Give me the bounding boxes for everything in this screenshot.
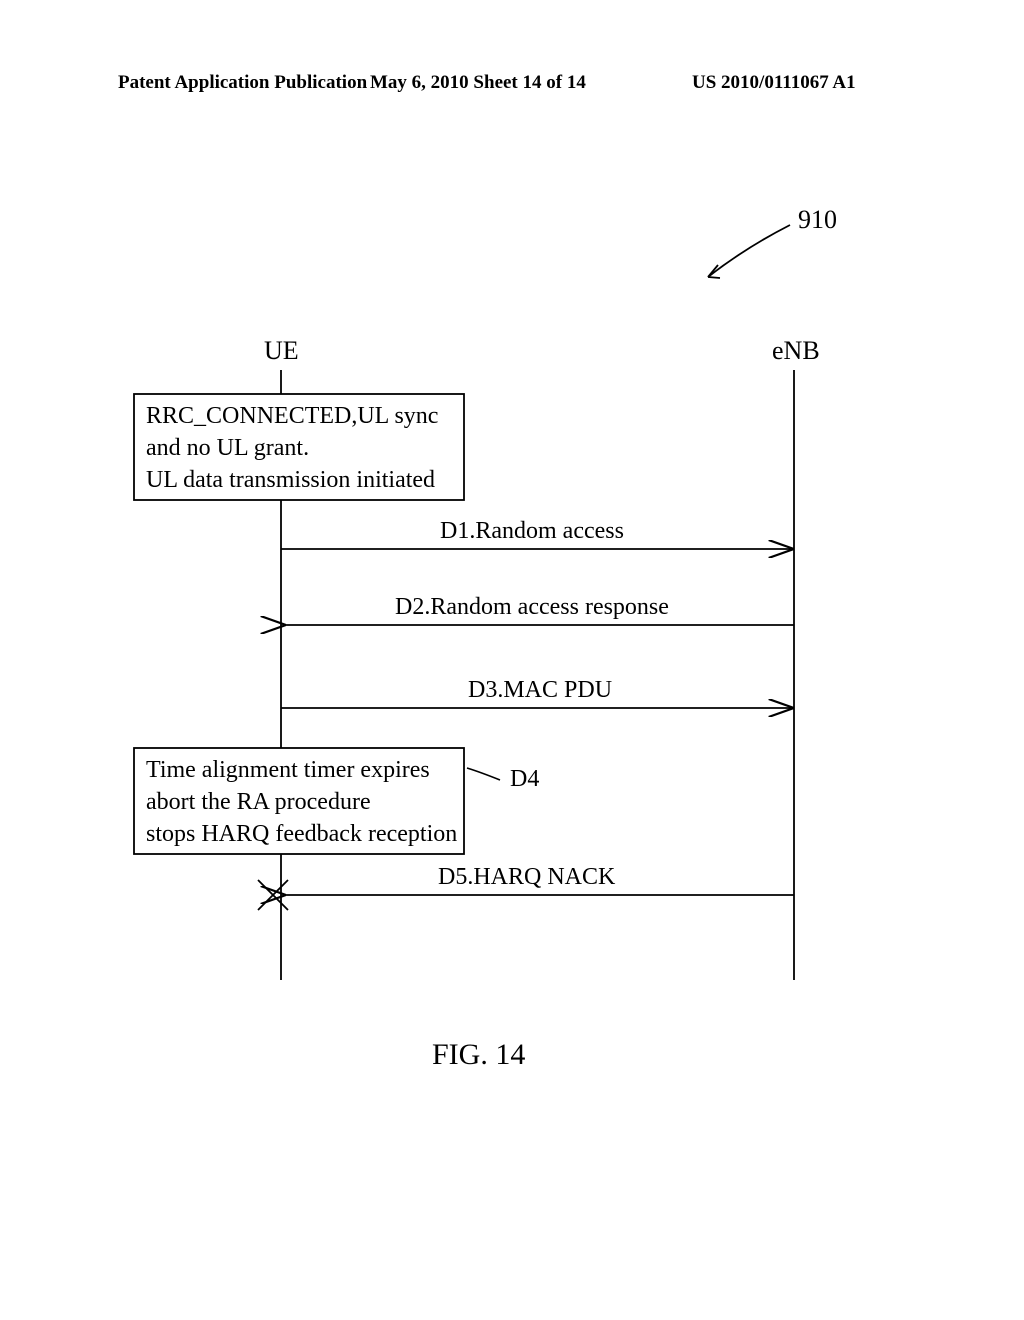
box2-line3: stops HARQ feedback reception (146, 818, 457, 850)
sequence-diagram (0, 0, 1024, 1320)
d4-leader (467, 768, 500, 780)
msg-d5-label: D5.HARQ NACK (438, 864, 615, 891)
figure-caption: FIG. 14 (432, 1038, 525, 1072)
box1-line2: and no UL grant. (146, 432, 309, 464)
box1-line3: UL data transmission initiated (146, 464, 435, 496)
msg-d3-label: D3.MAC PDU (468, 677, 612, 704)
ref-leader (708, 225, 790, 277)
box2-line2: abort the RA procedure (146, 786, 371, 818)
msg-d1-label: D1.Random access (440, 518, 624, 545)
box2-line1: Time alignment timer expires (146, 754, 430, 786)
actor-ue: UE (264, 336, 299, 366)
msg-d2-label: D2.Random access response (395, 594, 669, 621)
actor-enb: eNB (772, 336, 820, 366)
d4-label: D4 (510, 766, 539, 793)
box1-line1: RRC_CONNECTED,UL sync (146, 400, 438, 432)
ref-number: 910 (798, 205, 837, 235)
